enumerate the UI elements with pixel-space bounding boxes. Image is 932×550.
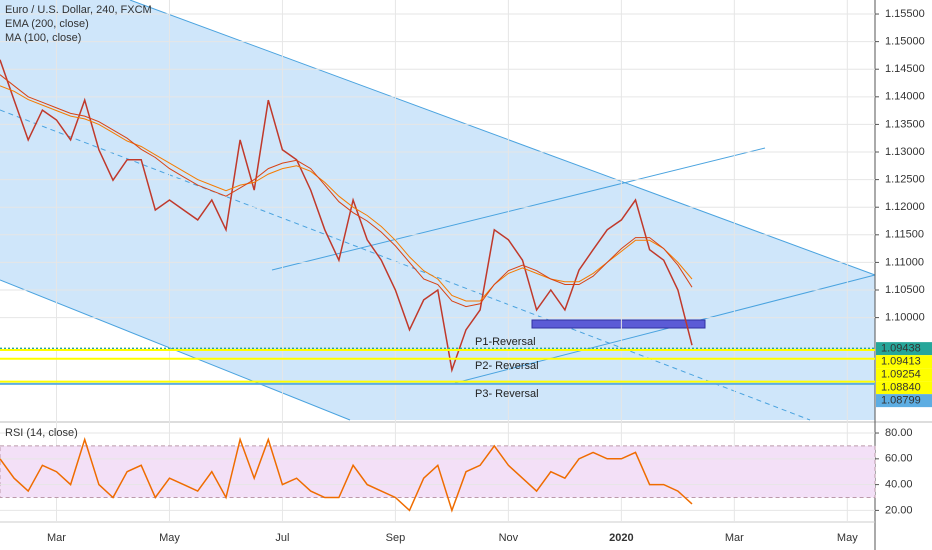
price-tag-label: 1.09438	[881, 343, 921, 355]
series-line	[0, 59, 693, 373]
price-tag-label: 1.08840	[881, 382, 921, 394]
y-tick-label: 1.10000	[885, 312, 925, 324]
series-line	[0, 436, 693, 513]
y-tick-label: 1.11500	[885, 229, 924, 241]
series-line	[0, 85, 693, 302]
y-tick-label: 1.13500	[885, 118, 925, 130]
price-tag-label: 1.08799	[881, 395, 921, 407]
chart-title: Euro / U.S. Dollar, 240, FXCM	[5, 4, 152, 16]
x-tick-label: May	[159, 532, 180, 544]
x-tick-label: Jul	[275, 532, 289, 544]
series-line	[0, 74, 693, 308]
y-tick-label: 1.15500	[885, 8, 925, 20]
y-tick-label: 1.14000	[885, 91, 925, 103]
y-tick-label: 40.00	[885, 479, 913, 491]
mid-line	[0, 109, 811, 421]
trend-line	[454, 274, 876, 384]
price-tag	[876, 342, 932, 356]
legend-entry: EMA (200, close)	[5, 18, 89, 30]
legend-entry: MA (100, close)	[5, 32, 81, 44]
channel	[0, 0, 875, 420]
x-tick-label: Mar	[725, 532, 744, 544]
y-tick-label: 1.12000	[885, 201, 925, 213]
price-tag-label: 1.09254	[881, 369, 921, 381]
y-tick-label: 20.00	[885, 504, 913, 516]
support-zone	[531, 319, 706, 329]
y-tick-label: 1.13000	[885, 146, 925, 158]
y-tick-label: 1.12500	[885, 174, 925, 186]
y-tick-label: 1.10500	[885, 284, 925, 296]
rsi-band	[0, 445, 876, 498]
annotation: P3- Reversal	[475, 388, 539, 400]
y-tick-label: 60.00	[885, 453, 913, 465]
rsi-title: RSI (14, close)	[5, 427, 78, 439]
annotation: P2- Reversal	[475, 360, 539, 372]
price-tag	[876, 368, 932, 382]
x-tick-label: Nov	[499, 532, 519, 544]
price-tag	[876, 381, 932, 395]
x-tick-label: May	[837, 532, 858, 544]
trend-line	[271, 147, 766, 271]
price-tag-label: 1.09413	[881, 356, 921, 368]
annotation: P1-Reversal	[475, 336, 536, 348]
price-tag	[876, 355, 932, 369]
x-tick-label: 2020	[609, 532, 633, 544]
price-tag	[876, 394, 932, 408]
y-tick-label: 1.14500	[885, 63, 925, 75]
channel-top	[129, 0, 876, 276]
x-tick-label: Sep	[386, 532, 406, 544]
y-tick-label: 1.15000	[885, 36, 925, 48]
x-tick-label: Mar	[47, 532, 66, 544]
y-tick-label: 1.11000	[885, 256, 924, 268]
y-tick-label: 80.00	[885, 427, 913, 439]
